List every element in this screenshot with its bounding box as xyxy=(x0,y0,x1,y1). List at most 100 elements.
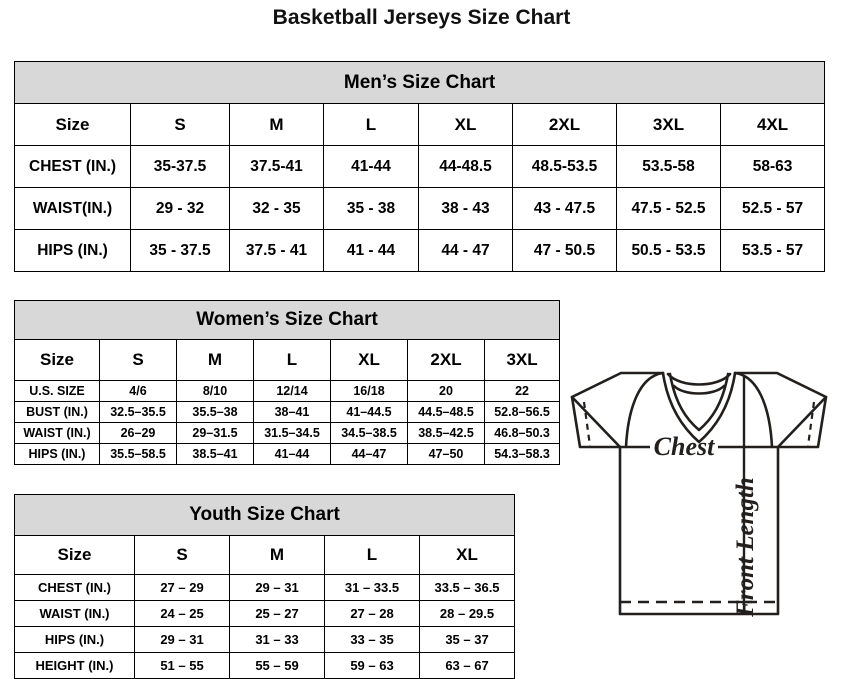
womens-hips-3xl: 54.3–58.3 xyxy=(483,443,561,465)
jersey-vneck-outer xyxy=(661,371,737,444)
mens-chest-s: 35-37.5 xyxy=(130,145,230,188)
youth-row-label-hips: HIPS (IN.) xyxy=(14,626,135,653)
womens-bust-3xl: 52.8–56.5 xyxy=(483,401,561,423)
mens-chest-l: 41-44 xyxy=(323,145,419,188)
mens-waist-4xl: 52.5 - 57 xyxy=(719,187,826,230)
mens-col-header-xl: XL xyxy=(418,103,513,146)
youth-size-chart-table: Youth Size Chart Size S M L XL CHEST (IN… xyxy=(13,494,516,679)
womens-hips-l: 41–44 xyxy=(253,443,331,465)
youth-hips-s: 29 – 31 xyxy=(134,626,230,653)
womens-waist-m: 29–31.5 xyxy=(176,422,254,444)
womens-banner: Women’s Size Chart xyxy=(13,300,561,340)
womens-ussize-l: 12/14 xyxy=(253,380,331,402)
womens-ussize-s: 4/6 xyxy=(99,380,177,402)
mens-waist-2xl: 43 - 47.5 xyxy=(512,187,617,230)
youth-col-header-xl: XL xyxy=(418,535,516,575)
table-row: HEIGHT (IN.) 51 – 55 55 – 59 59 – 63 63 … xyxy=(14,652,516,679)
womens-header-row: Size S M L XL 2XL 3XL xyxy=(14,339,561,381)
womens-row-label-hips: HIPS (IN.) xyxy=(14,443,100,465)
youth-col-header-m: M xyxy=(229,535,325,575)
womens-bust-l: 38–41 xyxy=(253,401,331,423)
youth-header-row: Size S M L XL xyxy=(14,535,516,575)
jersey-left-shoulder xyxy=(570,371,665,449)
mens-hips-s: 35 - 37.5 xyxy=(130,229,230,272)
youth-waist-s: 24 – 25 xyxy=(134,600,230,627)
mens-hips-l: 41 - 44 xyxy=(323,229,419,272)
youth-banner: Youth Size Chart xyxy=(13,494,516,536)
mens-col-header-s: S xyxy=(130,103,230,146)
womens-hips-s: 35.5–58.5 xyxy=(99,443,177,465)
mens-waist-s: 29 - 32 xyxy=(130,187,230,230)
mens-hips-4xl: 53.5 - 57 xyxy=(719,229,826,272)
table-row: CHEST (IN.) 27 – 29 29 – 31 31 – 33.5 33… xyxy=(14,574,516,601)
mens-chest-3xl: 53.5-58 xyxy=(616,145,721,188)
womens-banner-row: Women’s Size Chart xyxy=(13,300,561,340)
front-length-label: Front Length xyxy=(732,477,759,618)
youth-col-header-size: Size xyxy=(14,535,135,575)
youth-height-xl: 63 – 67 xyxy=(418,652,516,679)
womens-bust-m: 35.5–38 xyxy=(176,401,254,423)
jersey-right-armhole xyxy=(733,371,774,449)
mens-col-header-4xl: 4XL xyxy=(719,103,826,146)
youth-col-header-s: S xyxy=(134,535,230,575)
jersey-right-cuff-seam xyxy=(806,401,816,447)
youth-col-header-l: L xyxy=(324,535,420,575)
mens-waist-l: 35 - 38 xyxy=(323,187,419,230)
jersey-torso-outline xyxy=(618,445,780,616)
womens-col-header-m: M xyxy=(176,339,254,381)
mens-waist-3xl: 47.5 - 52.5 xyxy=(616,187,721,230)
jersey-vneck-inner xyxy=(668,372,730,432)
table-row: HIPS (IN.) 29 – 31 31 – 33 33 – 35 35 – … xyxy=(14,626,516,653)
chest-label: Chest xyxy=(654,432,715,461)
jersey-left-sleeve-hem xyxy=(570,395,622,449)
womens-hips-xl: 44–47 xyxy=(330,443,408,465)
youth-hips-m: 31 – 33 xyxy=(229,626,325,653)
mens-col-header-2xl: 2XL xyxy=(512,103,617,146)
womens-col-header-size: Size xyxy=(14,339,100,381)
jersey-collar-arc-inner xyxy=(672,384,726,395)
womens-hips-m: 38.5–41 xyxy=(176,443,254,465)
womens-ussize-m: 8/10 xyxy=(176,380,254,402)
womens-bust-s: 32.5–35.5 xyxy=(99,401,177,423)
jersey-left-armhole xyxy=(624,371,665,449)
youth-waist-m: 25 – 27 xyxy=(229,600,325,627)
page-title: Basketball Jerseys Size Chart xyxy=(272,6,571,29)
youth-row-label-waist: WAIST (IN.) xyxy=(14,600,135,627)
womens-waist-xl: 34.5–38.5 xyxy=(330,422,408,444)
youth-row-label-chest: CHEST (IN.) xyxy=(14,574,135,601)
mens-col-header-m: M xyxy=(229,103,324,146)
youth-height-m: 55 – 59 xyxy=(229,652,325,679)
womens-waist-l: 31.5–34.5 xyxy=(253,422,331,444)
youth-hips-xl: 35 – 37 xyxy=(418,626,516,653)
jersey-right-sleeve-hem xyxy=(776,395,828,449)
womens-waist-2xl: 38.5–42.5 xyxy=(407,422,485,444)
womens-ussize-xl: 16/18 xyxy=(330,380,408,402)
mens-banner: Men’s Size Chart xyxy=(13,61,826,104)
table-row: WAIST (IN.) 26–29 29–31.5 31.5–34.5 34.5… xyxy=(14,422,561,444)
womens-col-header-s: S xyxy=(99,339,177,381)
mens-chest-xl: 44-48.5 xyxy=(418,145,513,188)
table-row: HIPS (IN.) 35 - 37.5 37.5 - 41 41 - 44 4… xyxy=(14,229,826,272)
table-row: U.S. SIZE 4/6 8/10 12/14 16/18 20 22 xyxy=(14,380,561,402)
mens-col-header-l: L xyxy=(323,103,419,146)
mens-row-label-waist: WAIST(IN.) xyxy=(14,187,131,230)
mens-col-header-size: Size xyxy=(14,103,131,146)
mens-hips-3xl: 50.5 - 53.5 xyxy=(616,229,721,272)
mens-row-label-hips: HIPS (IN.) xyxy=(14,229,131,272)
youth-hips-l: 33 – 35 xyxy=(324,626,420,653)
mens-waist-m: 32 - 35 xyxy=(229,187,324,230)
mens-row-label-chest: CHEST (IN.) xyxy=(14,145,131,188)
womens-hips-2xl: 47–50 xyxy=(407,443,485,465)
youth-chest-s: 27 – 29 xyxy=(134,574,230,601)
womens-col-header-l: L xyxy=(253,339,331,381)
womens-row-label-us-size: U.S. SIZE xyxy=(14,380,100,402)
womens-bust-xl: 41–44.5 xyxy=(330,401,408,423)
youth-height-s: 51 – 55 xyxy=(134,652,230,679)
womens-size-chart-table: Women’s Size Chart Size S M L XL 2XL 3XL… xyxy=(13,300,561,465)
mens-hips-2xl: 47 - 50.5 xyxy=(512,229,617,272)
table-row: BUST (IN.) 32.5–35.5 35.5–38 38–41 41–44… xyxy=(14,401,561,423)
womens-waist-s: 26–29 xyxy=(99,422,177,444)
mens-header-row: Size S M L XL 2XL 3XL 4XL xyxy=(14,103,826,146)
jersey-measurement-diagram: Chest Front Length xyxy=(528,362,838,662)
mens-hips-xl: 44 - 47 xyxy=(418,229,513,272)
